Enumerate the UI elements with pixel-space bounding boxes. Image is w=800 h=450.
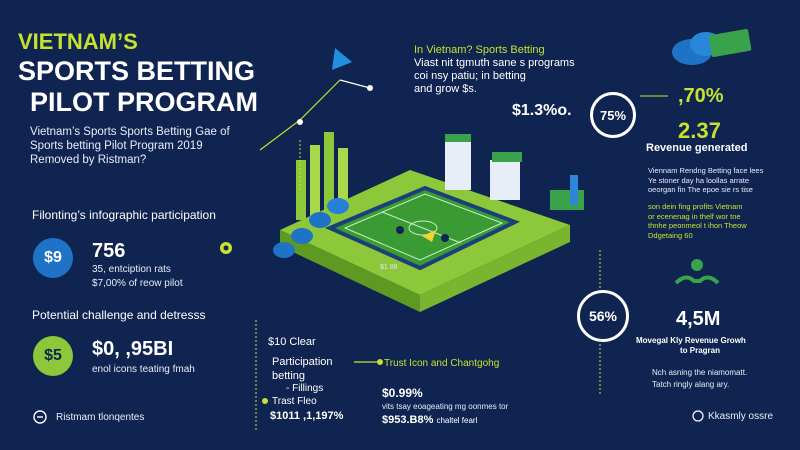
hands-icon — [674, 259, 720, 285]
revenue-label: Revenue generated — [646, 142, 748, 154]
right-para-2-line-3: thnhe peonmeol t ihon Theow — [648, 221, 747, 230]
stat-pct-a: $1.3%o. — [512, 102, 572, 119]
right-pct: ,70% — [678, 85, 724, 107]
isometric-illustration — [259, 48, 584, 312]
info-icon-right — [692, 410, 704, 422]
ring-56: 56% — [577, 290, 629, 342]
right-para-2-line-4: Ddgetaing 60 — [648, 230, 693, 240]
footer-left: Ristmam tlonqentes — [56, 412, 145, 423]
growth-label-1: Movegal Kly Revenue Growh — [636, 336, 746, 345]
connector-icon — [354, 359, 383, 365]
top-note-line-1: In Vietnam? Sports Betting — [414, 44, 545, 56]
title-line-3: PILOT PROGRAM — [30, 87, 258, 117]
bottom-item-1: - Fillings — [286, 383, 324, 394]
title-line-2: SPORTS BETTING — [18, 56, 256, 86]
top-note: In Vietnam? Sports Betting Viast nit tgm… — [414, 44, 575, 96]
betting-label: betting — [272, 370, 306, 382]
trust-label: Trust Icon and Chantgohg — [384, 358, 500, 369]
top-note-line-2: Viast nit tgmuth sane s programs — [414, 57, 575, 69]
challenge-heading: Potential challenge and detresss — [32, 308, 206, 322]
top-note-line-4: and grow $s. — [414, 83, 477, 95]
right-para-1: Viennam Rendng Betting face lees Ye ston… — [648, 166, 763, 195]
coin-stack — [273, 198, 349, 258]
info-icon — [33, 410, 47, 424]
top-note-line-3: coi nsy patiu; in betting — [414, 70, 526, 82]
gear-icon — [220, 242, 232, 254]
challenge-badge: $5 — [33, 336, 73, 376]
cash-stacks — [445, 134, 584, 210]
right-para-1-line-1: Viennam Rendng Betting face lees — [648, 166, 764, 175]
growth-value: 4,5M — [676, 308, 721, 330]
growth-line-1: Nch asning the niamomatt. — [652, 368, 748, 377]
right-para-1-line-3: oeorgan fin The epoe sie rs tise — [648, 185, 753, 194]
participation-label: Participation — [272, 356, 333, 368]
clear-label: $10 Clear — [268, 336, 316, 348]
right-para-1-line-2: Ye stoner day ha loollas arrate — [648, 175, 750, 185]
footer-right: Kkasmly ossre — [708, 411, 774, 422]
arrow-icon — [332, 48, 352, 70]
growth-bars — [296, 132, 348, 220]
trust-value: $953.B8% chaltel fearl — [382, 414, 477, 426]
right-para-2-line-1: son dein fing profits Vietnam — [648, 202, 743, 211]
challenge-value: $0, ,95BI — [92, 338, 174, 360]
right-para-2-line-2: or ecenenag in thelf wor tne — [648, 211, 741, 221]
participation-value: 756 — [92, 240, 126, 262]
bottom-value: $1011 ,1,197% — [270, 410, 344, 422]
trust-line-1: vits tsay eoageating mg oonmes tor — [382, 402, 509, 411]
bottom-item-2: Trast Fleo — [272, 396, 317, 407]
subtitle-line-1: Vietnam’s Sports Sports Betting Gae of — [30, 126, 230, 138]
right-para-2: son dein fing profits Vietnam or ecenena… — [648, 202, 747, 240]
trust-pct: $0.99% — [382, 386, 423, 400]
participation-line-2: $7,00% of reow pilot — [92, 278, 183, 289]
subtitle: Vietnam’s Sports Sports Betting Gae of S… — [30, 125, 260, 167]
revenue-value: 2.37 — [678, 118, 721, 143]
growth-line-2: Tatch ringly alang ary. — [652, 380, 730, 389]
participation-line-1: 35, entciption rats — [92, 264, 171, 275]
cloud-cash-icon — [672, 29, 752, 65]
trust-value-main: $953.B8% — [382, 414, 434, 426]
title-line-1: VIETNAM’S — [18, 29, 138, 54]
participation-badge: $9 — [33, 238, 73, 278]
challenge-line-1: enol icons teating fmah — [92, 364, 195, 375]
trust-value-tail: chaltel fearl — [436, 416, 478, 425]
ring-75: 75% — [590, 92, 636, 138]
field-label: $1 88 — [380, 264, 398, 271]
growth-label-2: to Pragran — [680, 346, 721, 355]
subtitle-line-2: Sports betting Pilot Program 2019 — [30, 140, 203, 152]
participation-heading: Filonting’s infographic participation — [32, 208, 216, 222]
bullet-icon — [262, 398, 268, 404]
subtitle-line-3: Removed by Ristman? — [30, 154, 147, 166]
